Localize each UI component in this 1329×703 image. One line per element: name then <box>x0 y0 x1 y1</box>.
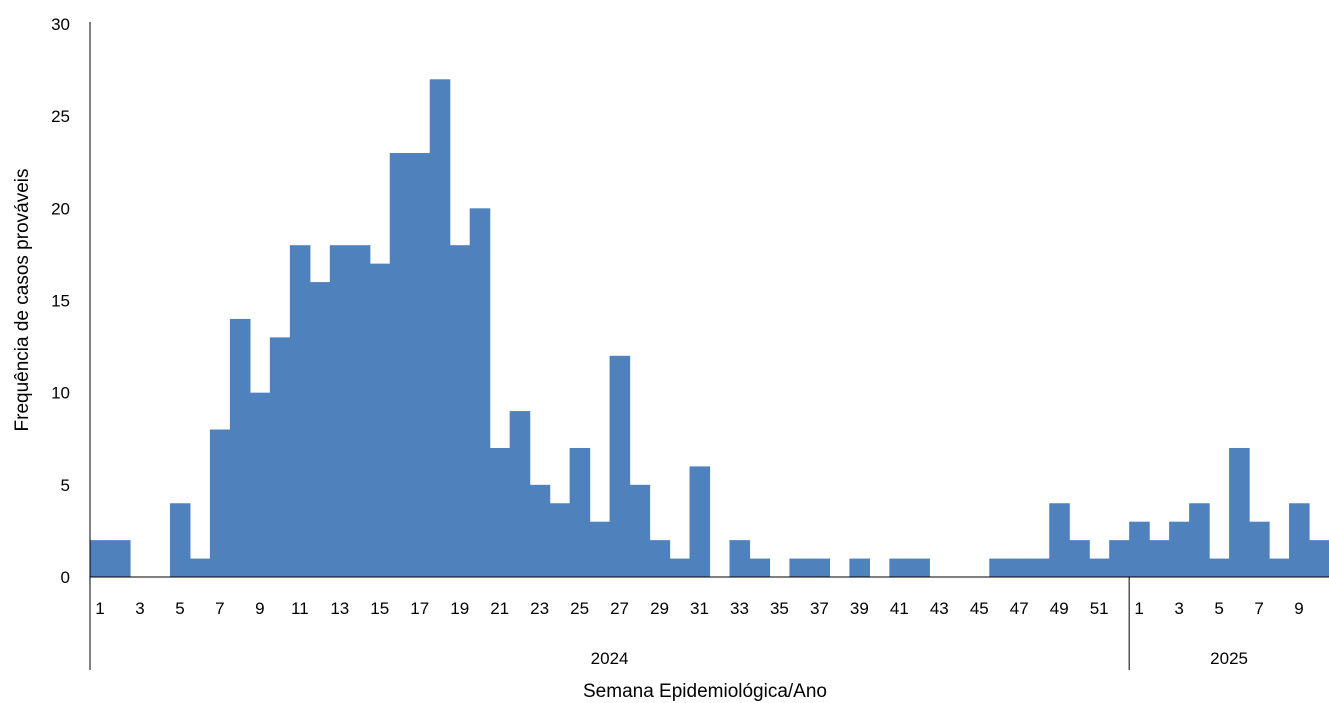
bar-2025-week-8 <box>1269 558 1290 577</box>
x-axis: 1 3 5 7 9 11 13 15 17 19 21 23 25 27 29 31 33 35 37 39 41 43 4… <box>90 576 1329 670</box>
x-tick-label: 1 <box>1134 599 1143 618</box>
bar-2024-week-14 <box>349 245 371 577</box>
x-tick-label: 9 <box>255 599 264 618</box>
bars-group <box>90 79 1329 578</box>
bar-2024-week-24 <box>549 503 571 577</box>
bar-2024-week-12 <box>309 282 331 577</box>
x-tick-label: 3 <box>135 599 144 618</box>
x-tick-label: 43 <box>930 599 949 618</box>
bar-2025-week-2 <box>1149 540 1170 577</box>
bar-2024-week-9 <box>249 392 271 577</box>
bar-2024-week-18 <box>429 79 451 578</box>
x-tick-label: 23 <box>530 599 549 618</box>
x-tick-label: 21 <box>490 599 509 618</box>
x-tick-label: 39 <box>850 599 869 618</box>
bar-2024-week-31 <box>689 466 711 577</box>
x-tick-label: 45 <box>970 599 989 618</box>
bar-2024-week-15 <box>369 263 391 577</box>
year-label-2024: 2024 <box>591 649 629 668</box>
x-axis-title: Semana Epidemiológica/Ano <box>583 681 827 702</box>
bar-2024-week-29 <box>649 540 671 577</box>
bar-2024-week-48 <box>1029 558 1050 577</box>
y-axis: 0 5 10 15 20 25 30 <box>51 15 91 670</box>
x-tick-label: 11 <box>291 599 309 618</box>
bar-2024-week-10 <box>269 337 291 577</box>
bar-2024-week-5 <box>169 503 191 577</box>
bar-2024-week-22 <box>509 411 531 577</box>
bar-2025-week-9 <box>1289 503 1310 577</box>
bar-2024-week-33 <box>729 540 751 577</box>
x-tick-label: 7 <box>215 599 224 618</box>
bar-2024-week-16 <box>389 153 411 577</box>
y-tick-label: 20 <box>51 199 70 218</box>
x-tick-label: 31 <box>690 599 709 618</box>
bar-2024-week-50 <box>1069 540 1090 577</box>
x-tick-label: 37 <box>810 599 829 618</box>
bar-2024-week-41 <box>889 558 910 577</box>
x-tick-label: 33 <box>730 599 749 618</box>
bar-2024-week-47 <box>1009 558 1030 577</box>
x-tick-label: 35 <box>770 599 789 618</box>
y-tick-label: 5 <box>61 476 70 495</box>
x-tick-label: 49 <box>1050 599 1069 618</box>
bar-2024-week-25 <box>569 447 591 577</box>
bar-2024-week-49 <box>1049 503 1070 577</box>
x-tick-label: 27 <box>610 599 629 618</box>
bar-2025-week-1 <box>1129 521 1150 577</box>
bar-2025-week-5 <box>1209 558 1230 577</box>
bar-2024-week-20 <box>469 208 491 577</box>
bar-2024-week-13 <box>329 245 351 577</box>
x-tick-label: 47 <box>1010 599 1029 618</box>
x-tick-label: 13 <box>330 599 349 618</box>
bar-2024-week-28 <box>629 484 651 577</box>
bar-2024-week-36 <box>789 558 811 577</box>
bar-2024-week-8 <box>229 318 251 577</box>
x-tick-label: 17 <box>410 599 429 618</box>
x-tick-label: 15 <box>370 599 389 618</box>
x-tick-label: 41 <box>890 599 909 618</box>
bar-2024-week-52 <box>1109 540 1130 577</box>
bar-2024-week-34 <box>749 558 771 577</box>
bar-2024-week-17 <box>409 153 431 577</box>
bar-2025-week-7 <box>1249 521 1270 577</box>
y-tick-label: 25 <box>51 107 70 126</box>
bar-2024-week-42 <box>909 558 930 577</box>
x-tick-label: 7 <box>1254 599 1263 618</box>
y-axis-title: Frequência de casos prováveis <box>12 169 33 432</box>
bar-2024-week-51 <box>1089 558 1110 577</box>
bar-2024-week-37 <box>809 558 830 577</box>
x-tick-label: 5 <box>175 599 184 618</box>
bar-2025-week-4 <box>1189 503 1210 577</box>
bar-2024-week-19 <box>449 245 471 577</box>
x-tick-label: 51 <box>1090 599 1109 618</box>
x-tick-label: 19 <box>450 599 469 618</box>
y-tick-label: 0 <box>61 568 70 587</box>
bar-2024-week-26 <box>589 521 611 577</box>
x-tick-label: 3 <box>1174 599 1183 618</box>
bar-2024-week-46 <box>989 558 1010 577</box>
bar-2025-week-3 <box>1169 521 1190 577</box>
bar-2024-week-11 <box>289 245 311 577</box>
bar-2024-week-7 <box>209 429 231 577</box>
bar-2024-week-30 <box>669 558 691 577</box>
bar-2024-week-1 <box>90 540 111 577</box>
x-tick-label: 29 <box>650 599 669 618</box>
bar-2024-week-6 <box>189 558 211 577</box>
bar-2024-week-27 <box>609 355 631 577</box>
bar-2024-week-23 <box>529 484 551 577</box>
y-tick-label: 10 <box>51 384 70 403</box>
x-tick-label: 5 <box>1214 599 1223 618</box>
year-label-2025: 2025 <box>1210 649 1248 668</box>
y-tick-label: 30 <box>51 15 70 34</box>
x-tick-label: 1 <box>95 599 104 618</box>
bar-2024-week-2 <box>109 540 131 577</box>
y-tick-label: 15 <box>51 292 70 311</box>
bar-2025-week-6 <box>1229 447 1250 577</box>
bar-2024-week-39 <box>849 558 870 577</box>
bar-2025-week-10 <box>1309 540 1329 577</box>
bar-2024-week-21 <box>489 447 511 577</box>
x-tick-label: 25 <box>570 599 589 618</box>
x-tick-label: 9 <box>1294 599 1303 618</box>
